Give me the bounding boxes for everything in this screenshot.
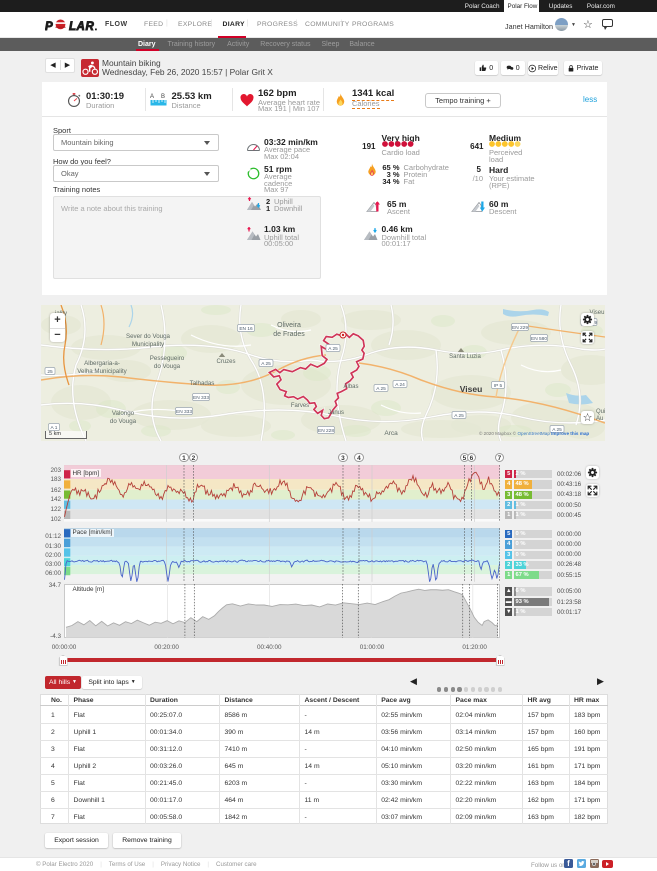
svg-text:IP 5: IP 5 (494, 383, 503, 389)
svg-text:R: R (86, 21, 95, 33)
svg-text:Cruzes: Cruzes (216, 359, 235, 365)
svg-text:A 25: A 25 (328, 346, 338, 352)
svg-text:Janus: Janus (328, 410, 344, 416)
svg-text:Valongo: Valongo (112, 410, 135, 417)
svg-text:B: B (161, 94, 165, 100)
svg-text:Farves: Farves (291, 403, 309, 409)
svg-text:Talhadas: Talhadas (190, 380, 215, 387)
svg-text:Viseu: Viseu (590, 310, 605, 316)
svg-text:A 1: A 1 (51, 425, 58, 431)
svg-text:Velha Municipality: Velha Municipality (77, 368, 127, 375)
svg-text:A: A (150, 94, 154, 100)
svg-text:Pessegueiro: Pessegueiro (150, 355, 185, 362)
svg-text:EN 333: EN 333 (176, 409, 192, 415)
svg-text:P: P (45, 21, 53, 33)
svg-text:A 24: A 24 (395, 382, 405, 388)
svg-text:EN 580: EN 580 (531, 336, 547, 342)
svg-text:Albas: Albas (343, 384, 358, 390)
svg-text:de Frades: de Frades (273, 331, 305, 338)
svg-text:Arca: Arca (384, 430, 398, 437)
svg-text:Oliveira: Oliveira (277, 322, 301, 329)
svg-text:EN 229: EN 229 (512, 325, 528, 331)
svg-text:Municipality: Municipality (132, 341, 165, 348)
svg-text:Sever do Vouga: Sever do Vouga (126, 333, 171, 340)
svg-text:A: A (76, 21, 85, 33)
svg-text:Viseu: Viseu (460, 384, 483, 394)
svg-text:Santa Luzia: Santa Luzia (449, 354, 481, 360)
svg-text:do Vouga: do Vouga (110, 418, 137, 425)
svg-text:do Vouga: do Vouga (154, 363, 181, 370)
svg-text:EN 333: EN 333 (193, 395, 209, 401)
svg-text:EN 228: EN 228 (318, 428, 334, 434)
svg-text:A 25: A 25 (454, 413, 464, 419)
svg-text:A 25: A 25 (261, 361, 271, 367)
svg-text:25: 25 (47, 369, 53, 375)
svg-text:A 25: A 25 (376, 386, 386, 392)
svg-text:L: L (69, 21, 76, 33)
svg-text:A 25: A 25 (552, 427, 562, 433)
svg-text:EN 16: EN 16 (239, 326, 253, 332)
svg-text:Albergaria-a-: Albergaria-a- (84, 360, 120, 367)
